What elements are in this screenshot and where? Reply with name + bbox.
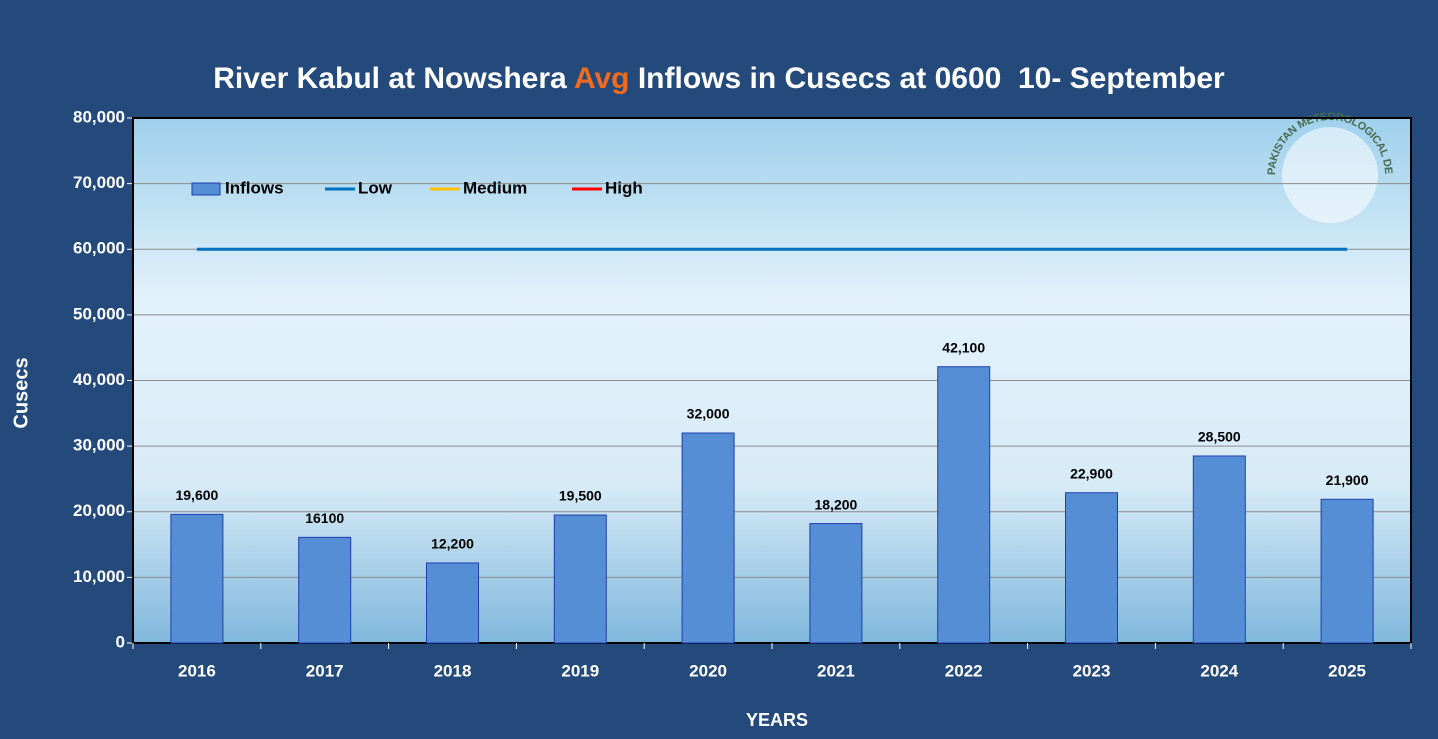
value-label: 21,900	[1326, 472, 1369, 488]
x-tick-label: 2016	[178, 661, 216, 680]
legend-label: Inflows	[225, 178, 284, 197]
y-tick-label: 20,000	[73, 501, 125, 520]
bar	[298, 536, 352, 644]
bar	[170, 513, 224, 644]
bar	[937, 366, 991, 644]
value-label: 16100	[305, 510, 344, 526]
x-tick-label: 2022	[945, 661, 983, 680]
value-label: 28,500	[1198, 429, 1241, 445]
title-part: Avg	[574, 62, 630, 95]
x-tick-label: 2024	[1200, 661, 1238, 680]
bar	[1320, 498, 1374, 644]
y-axis-label: Cusecs	[10, 357, 32, 428]
x-axis-label: YEARS	[746, 710, 808, 730]
chart-title: River Kabul at Nowshera Avg Inflows in C…	[213, 62, 1225, 95]
y-tick-label: 80,000	[73, 107, 125, 126]
value-label: 12,200	[431, 536, 474, 552]
title-part: Inflows in Cusecs at 0600 10- September	[630, 62, 1226, 95]
value-label: 18,200	[814, 496, 857, 512]
y-tick-label: 0	[116, 632, 125, 651]
y-tick-label: 50,000	[73, 304, 125, 323]
legend-swatch	[191, 182, 221, 196]
bar	[426, 562, 479, 644]
bar	[681, 432, 735, 644]
bar	[1065, 492, 1118, 644]
value-label: 19,600	[175, 487, 218, 503]
x-tick-label: 2018	[434, 661, 472, 680]
legend-label: High	[605, 178, 643, 197]
x-tick-label: 2025	[1328, 661, 1366, 680]
value-label: 42,100	[942, 339, 985, 355]
legend-label: Low	[358, 178, 393, 197]
value-label: 32,000	[687, 406, 730, 422]
bar	[553, 514, 607, 644]
x-tick-label: 2019	[561, 661, 599, 680]
bar	[1192, 455, 1246, 644]
value-label: 19,500	[559, 488, 602, 504]
bar	[809, 523, 863, 644]
x-tick-label: 2023	[1073, 661, 1111, 680]
logo-circle	[1282, 127, 1378, 223]
y-tick-label: 30,000	[73, 436, 125, 455]
y-tick-label: 40,000	[73, 370, 125, 389]
x-tick-label: 2020	[689, 661, 727, 680]
title-part: River Kabul at Nowshera	[213, 62, 574, 95]
x-tick-label: 2017	[306, 661, 344, 680]
y-tick-label: 10,000	[73, 567, 125, 586]
x-tick-label: 2021	[817, 661, 855, 680]
legend-label: Medium	[463, 178, 527, 197]
y-tick-label: 60,000	[73, 239, 125, 258]
y-tick-label: 70,000	[73, 173, 125, 192]
value-label: 22,900	[1070, 465, 1113, 481]
